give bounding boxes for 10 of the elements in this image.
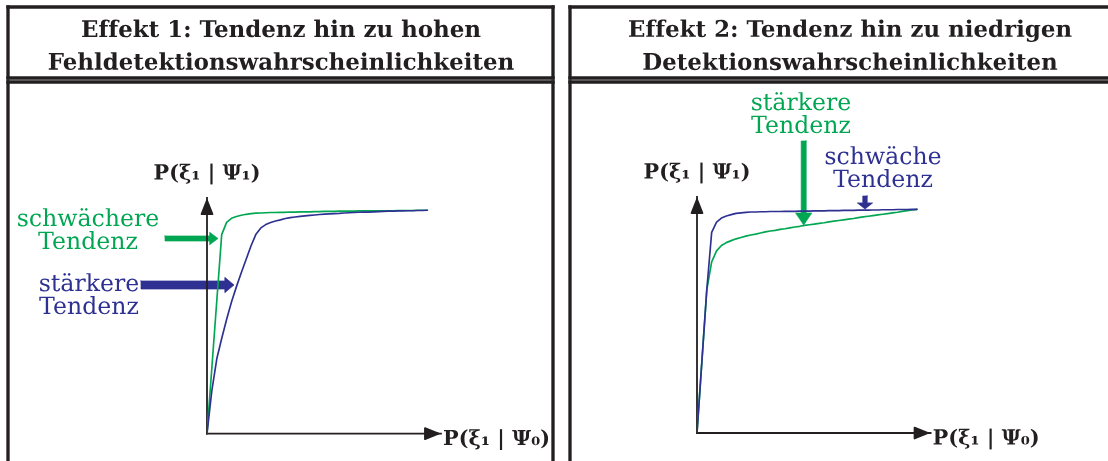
- x-axis-title: P(ξ₁ | Ψ₀): [933, 428, 1038, 450]
- text: stärkere Tendenz: [39, 273, 139, 315]
- text: schwächere Tendenz: [18, 208, 159, 250]
- y-axis-title: P(ξ₁ | Ψ₁): [644, 162, 749, 184]
- x-axis-title: P(ξ₁ | Ψ₀): [443, 429, 549, 451]
- y-axis-title: P(ξ₁ | Ψ₁): [154, 163, 259, 185]
- chart-title: Effekt 2: Tendenz hin zu niedrigen Detektionswahrscheinlichkeiten: [628, 19, 1072, 71]
- text: stärkere Tendenz: [751, 92, 851, 134]
- chart-title: Effekt 1: Tendenz hin zu hohen Fehldetektionswahrscheinlichkeiten: [48, 19, 514, 70]
- text: schwäche Tendenz: [825, 146, 941, 188]
